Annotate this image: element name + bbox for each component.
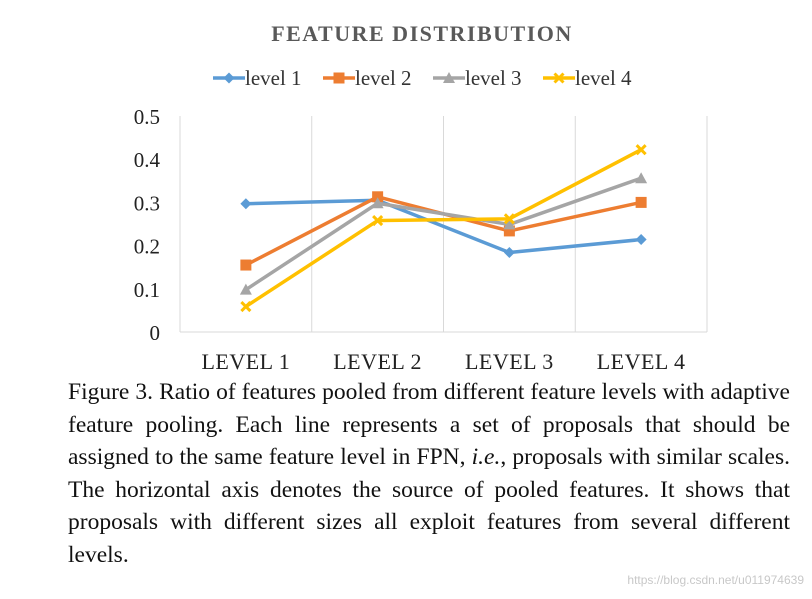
- data-point-level-4: [240, 300, 252, 313]
- y-tick-label: 0: [150, 321, 161, 345]
- x-tick-label: LEVEL 4: [597, 349, 686, 374]
- legend-item-level-3: level 3: [433, 66, 522, 90]
- figure-caption: Figure 3. Ratio of features pooled from …: [68, 376, 790, 571]
- y-axis-ticks: 0 0.1 0.2 0.3 0.4 0.5: [134, 105, 161, 345]
- legend-item-level-2: level 2: [323, 66, 412, 90]
- data-point-level-2: [503, 225, 515, 237]
- data-point-level-1: [635, 234, 647, 246]
- legend-marker-level-2: [333, 72, 345, 84]
- y-tick-label: 0.5: [134, 105, 160, 129]
- legend-label: level 4: [575, 66, 632, 90]
- x-tick-label: LEVEL 1: [201, 349, 290, 374]
- y-tick-label: 0.1: [134, 278, 160, 302]
- y-tick-label: 0.2: [134, 235, 160, 259]
- data-point-level-4: [372, 214, 384, 227]
- data-point-level-3: [371, 197, 384, 209]
- data-point-level-2: [372, 191, 384, 203]
- x-tick-label: LEVEL 2: [333, 349, 422, 374]
- chart-legend: level 1 level 2 level 3 level 4: [213, 66, 632, 90]
- data-point-level-4: [635, 144, 647, 156]
- legend-label: level 3: [465, 66, 522, 90]
- series-line-level-4: [244, 147, 643, 309]
- data-point-level-1: [240, 198, 252, 210]
- series-line-level-1: [244, 198, 643, 255]
- caption-prefix: Figure 3. Ratio of features pooled from …: [68, 379, 790, 470]
- x-tick-label: LEVEL 3: [465, 349, 554, 374]
- legend-marker-level-4: [553, 72, 565, 84]
- series-level-3: [239, 172, 648, 295]
- feature-distribution-chart: FEATURE DISTRIBUTION level 1 level 2 level…: [134, 21, 708, 374]
- data-point-level-2: [635, 196, 647, 208]
- series-line-level-3: [244, 176, 643, 292]
- legend-label: level 2: [355, 66, 412, 90]
- legend-item-level-1: level 1: [213, 66, 302, 90]
- data-point-level-3: [239, 283, 252, 295]
- chart-gridlines: [179, 116, 708, 333]
- caption-italic: i.e.: [471, 444, 501, 470]
- y-tick-label: 0.4: [134, 148, 161, 172]
- watermark: https://blog.csdn.net/u011974639: [627, 573, 804, 587]
- x-axis-ticks: LEVEL 1 LEVEL 2 LEVEL 3 LEVEL 4: [201, 349, 685, 374]
- series-level-4: [240, 144, 647, 313]
- data-point-level-3: [635, 172, 648, 184]
- y-tick-label: 0.3: [134, 191, 160, 215]
- chart-series: [239, 144, 648, 313]
- data-point-level-4: [503, 213, 515, 225]
- legend-item-level-4: level 4: [543, 66, 632, 90]
- data-point-level-3: [503, 218, 516, 230]
- legend-label: level 1: [245, 66, 302, 90]
- caption-suffix: , proposals with similar scales. The hor…: [68, 444, 791, 568]
- chart-title: FEATURE DISTRIBUTION: [271, 21, 573, 46]
- legend-marker-level-3: [443, 72, 455, 83]
- data-point-level-1: [503, 247, 515, 259]
- data-point-level-2: [240, 259, 252, 271]
- legend-marker-level-1: [223, 72, 235, 84]
